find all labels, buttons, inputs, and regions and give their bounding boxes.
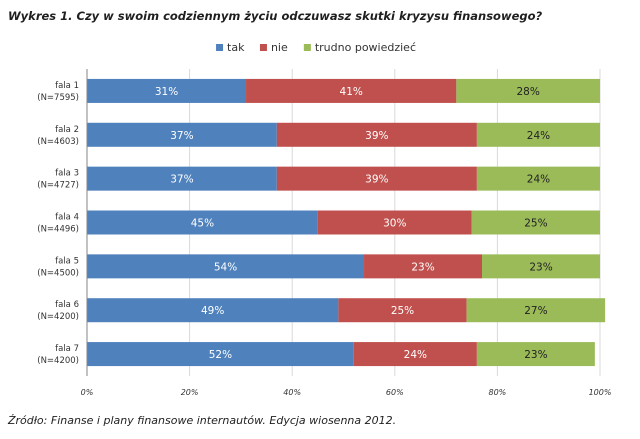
category-label: fala 1 [55,81,79,91]
x-tick-label: 0% [81,388,94,397]
data-label: 24% [404,349,427,361]
data-label: 23% [524,349,547,361]
bar-segment-tak [87,254,365,279]
data-label: 39% [365,174,388,186]
bar-segment-tak [87,298,339,323]
category-label: fala 7 [55,344,79,354]
data-label: 54% [214,261,237,273]
data-label: 37% [170,174,193,186]
category-sample-size: (N=4500) [37,268,79,278]
bar-segment-trudno-powiedzieć [482,254,600,279]
data-label: 23% [411,261,434,273]
bar-segment-tak [87,210,318,235]
category-sample-size: (N=4496) [37,225,79,235]
bar-segment-nie [246,78,457,103]
data-label: 25% [391,305,414,317]
legend: tak nie trudno powiedzieć [216,41,416,54]
bars: 31% 41% 28% 37% 39% 24% 37% 39% 24% 45% 30% 25% 54% 2… [87,78,606,367]
bar-segment-nie [338,298,467,323]
data-label: 24% [527,174,550,186]
data-label: 27% [524,305,547,317]
data-label: 23% [529,261,552,273]
category-sample-size: (N=4727) [37,181,79,191]
category-sample-size: (N=4200) [37,312,79,322]
data-label: 24% [527,130,550,142]
category-label: fala 5 [55,256,79,266]
data-label: 28% [517,86,540,98]
bar-segment-tak [87,122,277,147]
bar-segment-trudno-powiedzieć [476,342,595,367]
bar-segment-trudno-powiedzieć [456,78,600,103]
bar-segment-nie [317,210,472,235]
x-tick-label: 100% [589,388,612,397]
bar-segment-trudno-powiedzieć [471,210,600,235]
category-label: fala 2 [55,125,79,135]
legend-label: tak [227,41,245,54]
data-label: 45% [191,218,214,230]
x-axis: 0% 20% 40% 60% 80% 100% [81,69,612,397]
category-label: fala 3 [55,169,79,179]
bar-segment-trudno-powiedzieć [476,166,600,191]
bar-segment-tak [87,78,247,103]
bar-segment-nie [276,122,477,147]
source-note: Źródło: Finanse i plany finansowe intern… [8,414,397,427]
data-label: 25% [524,218,547,230]
x-tick-label: 60% [386,388,404,397]
category-sample-size: (N=4200) [37,356,79,366]
category-sample-size: (N=4603) [37,137,79,147]
x-tick-label: 20% [181,388,199,397]
legend-swatch [259,44,267,51]
bar-segment-nie [364,254,483,279]
legend-label: trudno powiedzieć [315,41,416,54]
category-labels: fala 1 (N=7595) fala 2 (N=4603) fala 3 (N=472… [37,81,79,366]
bar-segment-trudno-powiedzieć [476,122,600,147]
legend-swatch [216,44,224,51]
category-sample-size: (N=7595) [37,93,79,103]
category-label: fala 4 [55,213,79,223]
data-label: 52% [209,349,232,361]
data-label: 49% [201,305,224,317]
data-label: 30% [383,218,406,230]
x-tick-label: 40% [283,388,301,397]
data-label: 31% [155,86,178,98]
data-label: 39% [365,130,388,142]
category-label: fala 6 [55,300,79,310]
data-label: 37% [170,130,193,142]
bar-segment-nie [353,342,477,367]
bar-segment-nie [276,166,477,191]
chart-title: Wykres 1. Czy w swoim codziennym życiu o… [8,9,543,23]
bar-segment-trudno-powiedzieć [466,298,606,323]
data-label: 41% [340,86,363,98]
legend-label: nie [271,41,288,54]
bar-segment-tak [87,342,354,367]
legend-swatch [303,44,311,51]
x-tick-label: 80% [489,388,507,397]
bar-segment-tak [87,166,277,191]
